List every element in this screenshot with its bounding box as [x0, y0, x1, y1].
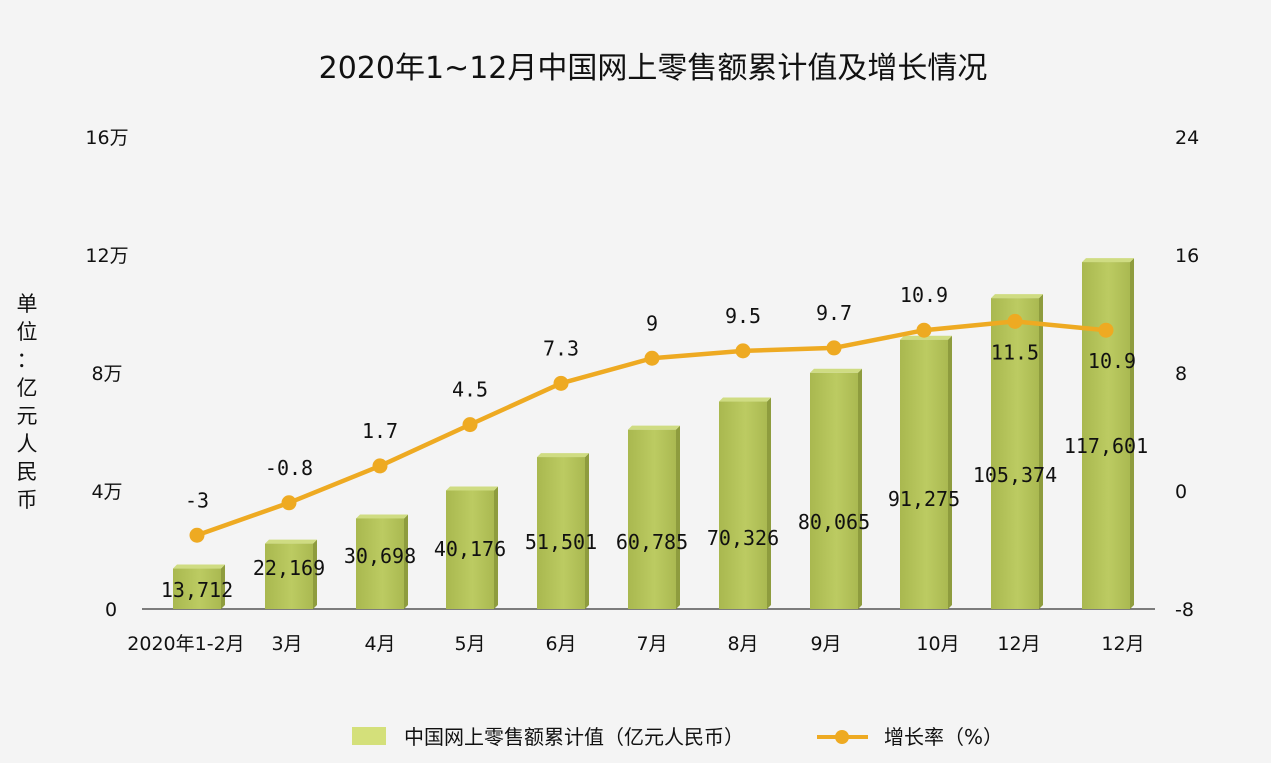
bar-value-label: 22,169 [253, 556, 325, 580]
bar-value-label: 51,501 [525, 530, 597, 554]
y-axis-label-char: 币 [17, 488, 38, 512]
y-axis-label-char: 人 [17, 432, 38, 456]
legend-swatch-marker [835, 730, 849, 744]
x-tick-label: 4月 [364, 633, 395, 655]
right-axis-ticks: -8 0 8 16 24 [1175, 127, 1199, 621]
legend-label-bar: 中国网上零售额累计值（亿元人民币） [404, 725, 744, 749]
y-axis-label-char: 亿 [17, 376, 38, 400]
x-tick-label: 8月 [727, 633, 758, 655]
growth-value-label: 9.7 [816, 301, 852, 325]
bar-value-label: 91,275 [888, 487, 960, 511]
bar-value-label: 117,601 [1064, 434, 1148, 458]
left-tick-label: 12万 [85, 245, 128, 267]
x-tick-label: 7月 [636, 633, 667, 655]
right-tick-label: 8 [1175, 363, 1187, 385]
bar-series [173, 258, 1134, 609]
bar-value-label: 70,326 [707, 526, 779, 550]
growth-point [281, 495, 297, 511]
right-tick-label: -8 [1175, 599, 1194, 621]
growth-point [189, 527, 205, 543]
legend: 中国网上零售额累计值（亿元人民币） 增长率（%） [352, 725, 1003, 749]
left-tick-label: 8万 [91, 363, 122, 385]
bar [719, 397, 771, 609]
growth-line-series [189, 313, 1114, 543]
growth-point [553, 375, 569, 391]
growth-value-label: 9 [646, 311, 658, 335]
left-axis-ticks: 0 4万 8万 12万 16万 [85, 127, 128, 621]
left-tick-label: 16万 [85, 127, 128, 149]
legend-swatch-bar [352, 727, 386, 745]
bar [628, 425, 680, 609]
growth-point [1098, 322, 1114, 338]
growth-value-label: 10.9 [1088, 349, 1136, 373]
right-tick-label: 0 [1175, 481, 1187, 503]
bar [900, 335, 952, 609]
x-axis-ticks: 2020年1-2月 3月 4月 5月 6月 7月 8月 9月 10月 12月 12月 [127, 633, 1144, 655]
growth-point [735, 343, 751, 359]
bar [1082, 258, 1134, 609]
left-tick-label: 0 [105, 599, 117, 621]
bar [173, 564, 225, 609]
bar-value-label: 13,712 [161, 578, 233, 602]
growth-point [826, 340, 842, 356]
chart-title: 2020年1~12月中国网上零售额累计值及增长情况 [319, 51, 988, 86]
bar [356, 514, 408, 609]
growth-value-label: 9.5 [725, 304, 761, 328]
y-axis-label-char: 位 [17, 320, 38, 344]
x-tick-label: 6月 [545, 633, 576, 655]
x-tick-label: 3月 [271, 633, 302, 655]
bar-value-label: 60,785 [616, 530, 688, 554]
right-tick-label: 24 [1175, 127, 1199, 149]
x-tick-label: 12月 [1101, 633, 1144, 655]
growth-point [462, 417, 478, 433]
x-tick-label: 12月 [997, 633, 1040, 655]
y-axis-label-char: ： [17, 348, 38, 372]
legend-label-line: 增长率（%） [884, 725, 1003, 749]
bar-value-label: 30,698 [344, 544, 416, 568]
bar-value-label: 105,374 [973, 463, 1057, 487]
growth-point [916, 322, 932, 338]
growth-value-label: 7.3 [543, 336, 579, 360]
bar [446, 486, 498, 609]
bar [537, 453, 589, 609]
bar [810, 368, 862, 609]
growth-point [1007, 313, 1023, 329]
growth-point [372, 458, 388, 474]
growth-value-label: 1.7 [362, 419, 398, 443]
growth-value-label: 4.5 [452, 378, 488, 402]
x-tick-label: 9月 [810, 633, 841, 655]
x-tick-label: 5月 [454, 633, 485, 655]
growth-value-label: -0.8 [265, 456, 313, 480]
bar [991, 294, 1043, 609]
growth-value-labels: -3 -0.8 1.7 4.5 7.3 9 9.5 9.7 10.9 11.5 10.9 [185, 283, 1136, 512]
x-tick-label: 10月 [916, 633, 959, 655]
x-tick-label: 2020年1-2月 [127, 633, 244, 655]
bar-value-labels: 13,712 22,169 30,698 40,176 51,501 60,785 70,3… [161, 434, 1148, 602]
left-tick-label: 4万 [91, 481, 122, 503]
growth-value-label: 10.9 [900, 283, 948, 307]
growth-value-label: -3 [185, 488, 209, 512]
bar [265, 539, 317, 609]
y-axis-label-char: 单 [17, 292, 38, 316]
bar-value-label: 80,065 [798, 510, 870, 534]
y-axis-label-char: 民 [17, 460, 38, 484]
y-axis-label-char: 元 [17, 404, 38, 428]
y-axis-label: 单位 ： 亿元人民币 [17, 292, 38, 512]
growth-value-label: 11.5 [991, 340, 1039, 364]
right-tick-label: 16 [1175, 245, 1199, 267]
growth-point [644, 350, 660, 366]
bar-value-label: 40,176 [434, 537, 506, 561]
